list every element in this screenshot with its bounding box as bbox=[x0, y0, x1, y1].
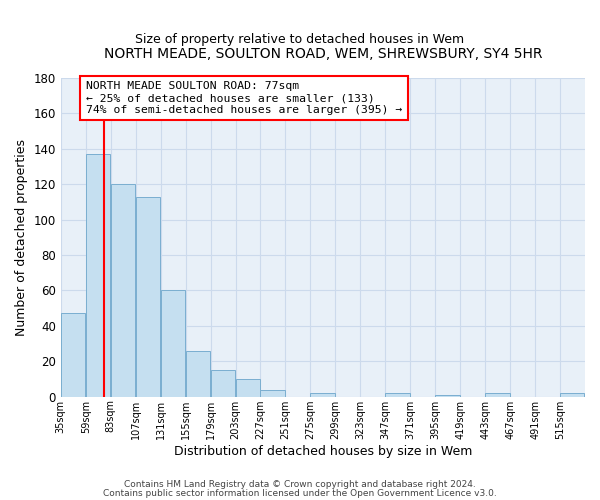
Text: NORTH MEADE SOULTON ROAD: 77sqm
← 25% of detached houses are smaller (133)
74% o: NORTH MEADE SOULTON ROAD: 77sqm ← 25% of… bbox=[86, 82, 402, 114]
Bar bbox=[310, 393, 335, 396]
Bar bbox=[61, 314, 85, 396]
Bar bbox=[185, 350, 210, 397]
Bar bbox=[161, 290, 185, 397]
Bar bbox=[86, 154, 110, 396]
Bar bbox=[111, 184, 135, 396]
Bar bbox=[211, 370, 235, 396]
Bar bbox=[385, 393, 410, 396]
Text: Contains public sector information licensed under the Open Government Licence v3: Contains public sector information licen… bbox=[103, 488, 497, 498]
Bar bbox=[236, 379, 260, 396]
Y-axis label: Number of detached properties: Number of detached properties bbox=[15, 139, 28, 336]
Bar bbox=[136, 196, 160, 396]
X-axis label: Distribution of detached houses by size in Wem: Distribution of detached houses by size … bbox=[174, 444, 472, 458]
Bar bbox=[560, 393, 584, 396]
Title: NORTH MEADE, SOULTON ROAD, WEM, SHREWSBURY, SY4 5HR: NORTH MEADE, SOULTON ROAD, WEM, SHREWSBU… bbox=[104, 48, 542, 62]
Text: Size of property relative to detached houses in Wem: Size of property relative to detached ho… bbox=[136, 32, 464, 46]
Bar bbox=[485, 393, 509, 396]
Bar bbox=[260, 390, 285, 396]
Bar bbox=[435, 395, 460, 396]
Text: Contains HM Land Registry data © Crown copyright and database right 2024.: Contains HM Land Registry data © Crown c… bbox=[124, 480, 476, 489]
